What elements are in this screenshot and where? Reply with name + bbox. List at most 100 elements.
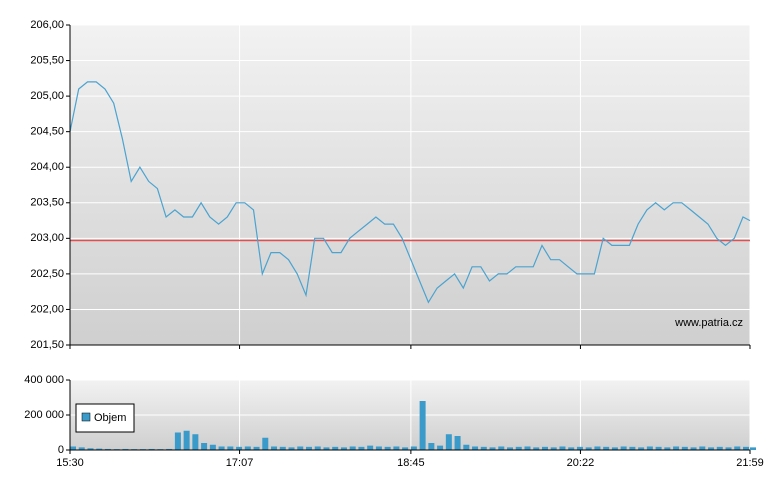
x-tick-label: 17:07 xyxy=(226,457,254,469)
volume-bar xyxy=(402,447,409,450)
volume-bar xyxy=(445,434,452,450)
volume-bar xyxy=(297,446,304,450)
volume-bar xyxy=(463,444,470,450)
watermark: www.patria.cz xyxy=(674,317,743,329)
x-tick-label: 15:30 xyxy=(56,457,84,469)
volume-bar xyxy=(734,446,741,450)
volume-bar xyxy=(708,447,715,450)
volume-bar xyxy=(664,447,671,450)
price-plot-area xyxy=(70,25,750,345)
volume-bar xyxy=(498,446,505,450)
volume-bar xyxy=(209,444,216,450)
volume-bar xyxy=(332,446,339,450)
volume-bar xyxy=(253,446,260,450)
volume-bar xyxy=(236,446,243,450)
volume-bar xyxy=(244,446,251,450)
volume-bar xyxy=(454,436,461,450)
volume-bar xyxy=(559,446,566,450)
volume-bar xyxy=(585,447,592,450)
volume-bar xyxy=(87,448,94,450)
y-tick-label: 202,50 xyxy=(30,268,64,280)
volume-bar xyxy=(533,447,540,450)
volume-bar xyxy=(524,446,531,450)
volume-bar xyxy=(620,446,627,450)
y-tick-label: 206,00 xyxy=(30,19,64,31)
y-tick-label: 204,50 xyxy=(30,126,64,138)
x-tick-label: 21:59 xyxy=(736,457,764,469)
volume-bar xyxy=(340,447,347,450)
volume-bar xyxy=(314,446,321,450)
volume-bar xyxy=(611,447,618,450)
volume-bar xyxy=(489,447,496,450)
volume-bar xyxy=(271,446,278,450)
volume-bar xyxy=(148,448,155,450)
volume-bar xyxy=(673,446,680,450)
volume-bar xyxy=(393,446,400,450)
volume-bar xyxy=(104,448,111,450)
volume-bar xyxy=(349,446,356,450)
volume-bar xyxy=(629,446,636,450)
y-tick-label: 400 000 xyxy=(24,374,64,386)
y-tick-label: 203,50 xyxy=(30,197,64,209)
y-tick-label: 205,00 xyxy=(30,90,64,102)
volume-bar xyxy=(576,446,583,450)
legend-swatch xyxy=(81,412,91,422)
volume-bar xyxy=(201,443,208,450)
volume-bar xyxy=(716,446,723,450)
y-tick-label: 203,00 xyxy=(30,232,64,244)
volume-bar xyxy=(323,447,330,450)
y-tick-label: 205,50 xyxy=(30,54,64,66)
volume-bar xyxy=(279,446,286,450)
layer: 201,50 202,00 202,50 203,00 203,50 204,00 204,… xyxy=(24,19,764,469)
volume-bar xyxy=(690,447,697,450)
volume-bar xyxy=(437,445,444,450)
volume-bar xyxy=(410,446,417,450)
volume-bar xyxy=(472,446,479,450)
volume-bar xyxy=(603,446,610,450)
volume-bar xyxy=(358,446,365,450)
volume-bar xyxy=(78,447,85,450)
volume-bar xyxy=(428,443,435,450)
volume-bar xyxy=(594,446,601,450)
volume-bar xyxy=(218,446,225,450)
volume-bar xyxy=(70,446,76,450)
volume-bar xyxy=(384,446,391,450)
volume-bar xyxy=(419,401,426,450)
volume-bar xyxy=(638,447,645,450)
volume-bar xyxy=(550,447,557,450)
volume-bar xyxy=(122,448,129,450)
y-tick-label: 201,50 xyxy=(30,339,64,351)
volume-bar xyxy=(227,446,234,450)
volume-bar xyxy=(725,447,732,450)
volume-bar xyxy=(750,447,756,450)
volume-bar xyxy=(681,446,688,450)
volume-bar xyxy=(541,446,548,450)
legend-label: Objem xyxy=(94,412,126,424)
volume-bar xyxy=(262,437,269,450)
volume-bar xyxy=(96,448,103,450)
y-tick-label: 204,00 xyxy=(30,161,64,173)
volume-bar xyxy=(183,430,190,450)
volume-bar xyxy=(166,448,173,450)
volume-bar xyxy=(367,445,374,450)
volume-bar xyxy=(507,447,514,450)
volume-bar xyxy=(646,446,653,450)
volume-bar xyxy=(288,447,295,450)
price-line xyxy=(69,81,751,304)
volume-bar xyxy=(305,446,312,450)
volume-bar xyxy=(515,446,522,450)
volume-bar xyxy=(743,446,750,450)
volume-bar xyxy=(192,434,199,450)
y-tick-label: 200 000 xyxy=(24,409,64,421)
volume-bar xyxy=(568,447,575,450)
volume-bar xyxy=(699,446,706,450)
y-tick-label: 0 xyxy=(58,444,64,456)
volume-bar xyxy=(174,432,181,450)
volume-bar xyxy=(480,446,487,450)
x-tick-label: 18:45 xyxy=(397,457,425,469)
volume-bar xyxy=(655,446,662,450)
x-tick-label: 20:22 xyxy=(567,457,595,469)
volume-bar xyxy=(375,446,382,450)
